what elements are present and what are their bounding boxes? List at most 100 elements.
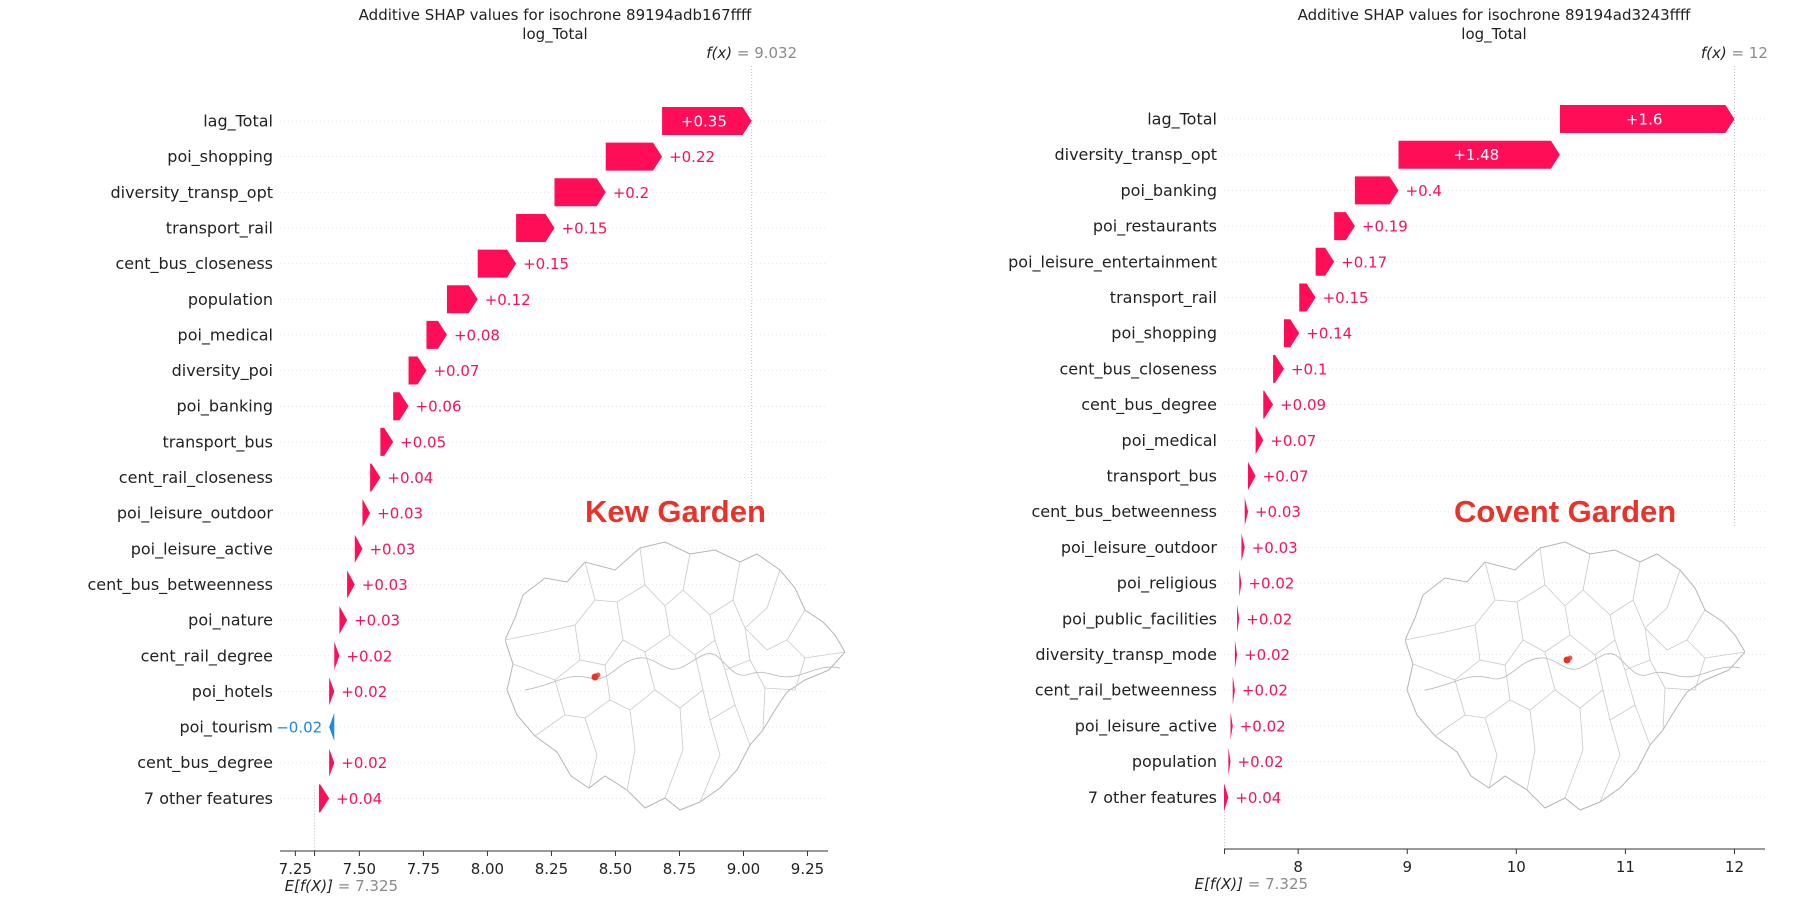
chart1-value-label: +0.07 — [1270, 432, 1316, 450]
chart0-x-tick-label: 7.50 — [343, 860, 376, 878]
borough-boundary — [786, 639, 846, 659]
chart0-bar-poi_shopping — [605, 142, 663, 171]
borough-boundary — [512, 624, 581, 681]
borough-boundary — [1544, 553, 1591, 607]
borough-boundary — [622, 605, 671, 653]
borough-boundary — [1494, 547, 1546, 603]
borough-boundary — [1509, 651, 1556, 711]
chart0-feature-label: poi_tourism — [179, 718, 273, 738]
chart1-feature-label: population — [1132, 752, 1217, 771]
borough-boundary — [1614, 627, 1651, 671]
chart1-value-label: +1.48 — [1453, 146, 1499, 164]
chart0-feature-label: 7 other features — [144, 789, 273, 808]
borough-boundary — [594, 547, 646, 603]
chart1-bar-poi_public_facilities — [1237, 604, 1240, 633]
chart0-feature-label: poi_banking — [177, 397, 274, 417]
chart0-bar-poi_nature — [339, 606, 348, 635]
borough-boundary — [744, 609, 806, 651]
borough-boundary — [699, 719, 721, 803]
borough-boundary — [584, 717, 598, 789]
borough-boundary — [1644, 609, 1706, 651]
chart1-bar-transport_bus — [1247, 462, 1256, 490]
borough-boundary — [1434, 679, 1466, 737]
borough-boundary — [732, 569, 781, 629]
chart0-feature-label: cent_rail_degree — [141, 646, 273, 666]
chart1-x-tick-label: 9 — [1402, 858, 1412, 876]
chart1-fx-label: f(x) = 12 — [1701, 44, 1768, 62]
chart0-title: Additive SHAP values for isochrone 89194… — [359, 6, 752, 24]
chart1-x-tick-label: 11 — [1616, 858, 1635, 876]
chart1-feature-label: diversity_transp_opt — [1054, 145, 1217, 165]
borough-boundary — [762, 687, 766, 731]
chart0-value-label: +0.06 — [416, 398, 462, 416]
chart0-value-label: +0.02 — [341, 683, 387, 701]
chart1-x-tick-label: 12 — [1725, 858, 1744, 876]
chart1-bar-poi_shopping — [1283, 319, 1300, 348]
borough-boundary — [1634, 704, 1651, 746]
chart0-x-tick-label: 8.25 — [535, 860, 568, 878]
chart0-bar-poi_banking — [393, 392, 409, 421]
chart0-value-label: +0.04 — [387, 469, 433, 487]
covent-garden-label: Covent Garden — [1454, 494, 1677, 529]
borough-boundary — [1662, 687, 1666, 731]
borough-boundary — [579, 601, 624, 666]
chart0-value-label: +0.35 — [681, 113, 727, 131]
borough-boundary — [1602, 669, 1636, 721]
chart0-feature-label: diversity_poi — [172, 361, 273, 381]
chart0-feature-label: poi_leisure_outdoor — [117, 504, 274, 524]
chart1-feature-label: diversity_transp_mode — [1035, 645, 1217, 665]
chart0-feature-label: poi_hotels — [192, 682, 273, 702]
chart1-value-label: +0.02 — [1240, 717, 1286, 735]
chart1-bar-7-other-features — [1224, 783, 1229, 812]
chart0-x-tick-label: 9.00 — [727, 860, 760, 878]
borough-boundary — [1412, 624, 1481, 681]
left-chart-panel: Additive SHAP values for isochrone 89194… — [87, 6, 846, 895]
chart0-bar-lag_Total — [662, 107, 752, 135]
chart1-bar-poi_restaurants — [1334, 212, 1355, 241]
chart0-bar-population — [446, 285, 478, 314]
borough-boundary — [1599, 719, 1621, 803]
chart1-value-label: +0.19 — [1362, 218, 1408, 236]
chart1-bar-poi_religious — [1239, 569, 1242, 598]
chart1-bar-population — [1228, 747, 1231, 776]
chart0-x-tick-label: 9.25 — [791, 860, 824, 878]
london-map-svg — [504, 541, 846, 811]
borough-boundary — [534, 679, 566, 737]
borough-boundary — [734, 704, 751, 746]
chart1-feature-label: poi_leisure_outdoor — [1061, 538, 1218, 558]
chart1-value-label: +0.17 — [1341, 253, 1387, 271]
chart0-value-label: +0.2 — [613, 184, 649, 202]
chart0-x-tick-label: 7.75 — [407, 860, 440, 878]
chart0-value-label: +0.05 — [400, 433, 446, 451]
chart1-bar-poi_leisure_active — [1230, 711, 1233, 740]
chart0-value-label: +0.03 — [377, 505, 423, 523]
chart1-title: Additive SHAP values for isochrone 89194… — [1298, 6, 1691, 24]
chart0-bar-poi_hotels — [329, 677, 335, 706]
borough-boundary — [1479, 601, 1524, 666]
borough-boundary — [669, 614, 716, 656]
borough-boundary — [1404, 561, 1496, 641]
chart1-bar-diversity_transp_mode — [1234, 640, 1238, 669]
chart1-feature-label: poi_religious — [1117, 574, 1217, 594]
chart0-value-label: +0.03 — [362, 576, 408, 594]
chart1-bar-poi_leisure_entertainment — [1315, 247, 1335, 276]
borough-boundary — [626, 709, 636, 791]
chart1-feature-label: poi_restaurants — [1093, 217, 1217, 237]
borough-boundary — [714, 627, 751, 671]
chart1-feature-label: poi_banking — [1121, 181, 1218, 201]
borough-boundary — [1554, 654, 1604, 709]
chart0-feature-label: cent_rail_closeness — [119, 468, 273, 488]
chart0-subtitle: log_Total — [522, 25, 587, 44]
chart1-value-label: +0.04 — [1235, 789, 1281, 807]
chart1-bar-cent_bus_degree — [1263, 390, 1274, 419]
borough-boundary — [1582, 561, 1641, 616]
borough-boundary — [654, 654, 704, 709]
thames-river — [1424, 653, 1741, 691]
chart0-feature-label: transport_rail — [166, 218, 273, 238]
chart1-base-value-label: E[f(X)] = 7.325 — [1195, 875, 1309, 893]
chart1-feature-label: cent_bus_betweenness — [1031, 502, 1217, 522]
chart1-bar-cent_rail_betweenness — [1232, 676, 1235, 705]
chart1-value-label: +0.02 — [1246, 610, 1292, 628]
chart1-feature-label: poi_public_facilities — [1062, 609, 1217, 629]
chart0-bar-cent_rail_closeness — [370, 463, 381, 492]
